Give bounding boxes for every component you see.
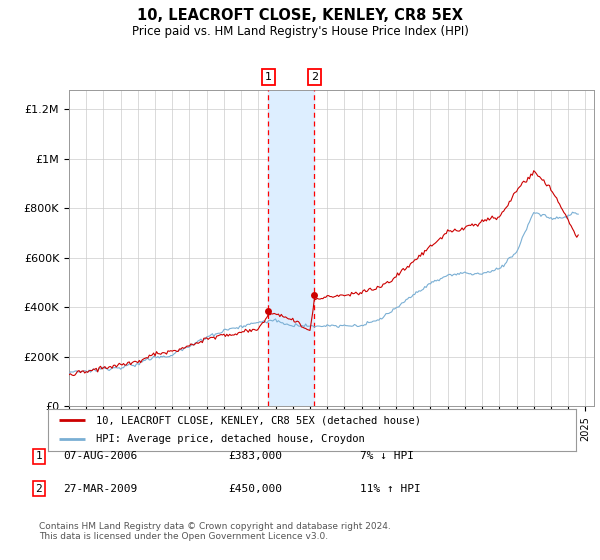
Text: 7% ↓ HPI: 7% ↓ HPI: [360, 451, 414, 461]
Text: 2: 2: [311, 72, 318, 82]
Text: 1: 1: [265, 72, 272, 82]
Text: £383,000: £383,000: [228, 451, 282, 461]
Text: 11% ↑ HPI: 11% ↑ HPI: [360, 484, 421, 494]
Text: 2: 2: [35, 484, 43, 494]
Text: 07-AUG-2006: 07-AUG-2006: [63, 451, 137, 461]
Text: 10, LEACROFT CLOSE, KENLEY, CR8 5EX: 10, LEACROFT CLOSE, KENLEY, CR8 5EX: [137, 8, 463, 24]
Text: Price paid vs. HM Land Registry's House Price Index (HPI): Price paid vs. HM Land Registry's House …: [131, 25, 469, 38]
Text: 10, LEACROFT CLOSE, KENLEY, CR8 5EX (detached house): 10, LEACROFT CLOSE, KENLEY, CR8 5EX (det…: [95, 415, 421, 425]
Text: Contains HM Land Registry data © Crown copyright and database right 2024.
This d: Contains HM Land Registry data © Crown c…: [39, 522, 391, 542]
Bar: [268, 90, 314, 406]
Text: 27-MAR-2009: 27-MAR-2009: [63, 484, 137, 494]
Text: HPI: Average price, detached house, Croydon: HPI: Average price, detached house, Croy…: [95, 435, 364, 445]
Text: 1: 1: [35, 451, 43, 461]
Text: £450,000: £450,000: [228, 484, 282, 494]
